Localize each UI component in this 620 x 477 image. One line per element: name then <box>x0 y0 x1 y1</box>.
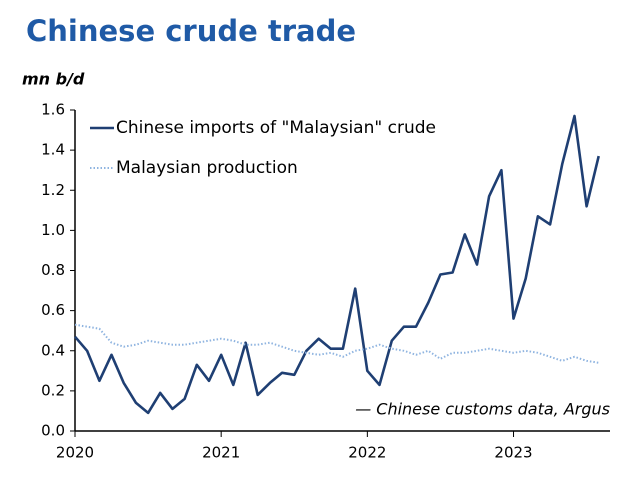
y-axis-label: mn b/d <box>22 70 85 89</box>
y-tick-label: 0.4 <box>41 341 65 359</box>
y-tick-label: 1.0 <box>41 221 65 239</box>
x-tick-label: 2020 <box>56 444 94 462</box>
annotation: — Chinese customs data, Argus <box>355 400 610 419</box>
x-tick-label: 2023 <box>494 444 532 462</box>
x-tick-label: 2022 <box>348 444 386 462</box>
y-tick-label: 1.2 <box>41 181 65 199</box>
y-tick-label: 0.6 <box>41 301 65 319</box>
series-line <box>74 114 600 415</box>
y-tick-label: 0.2 <box>41 381 65 399</box>
y-tick-label: 0.0 <box>41 422 65 440</box>
legend-label: Malaysian production <box>116 158 298 178</box>
x-tick-label: 2021 <box>202 444 240 462</box>
y-tick-label: 1.6 <box>41 101 65 119</box>
series-line <box>74 323 599 364</box>
legend-label: Chinese imports of "Malaysian" crude <box>116 118 436 138</box>
y-tick-label: 0.8 <box>41 261 65 279</box>
chart-title: Chinese crude trade <box>26 14 356 48</box>
y-tick-label: 1.4 <box>41 141 65 159</box>
